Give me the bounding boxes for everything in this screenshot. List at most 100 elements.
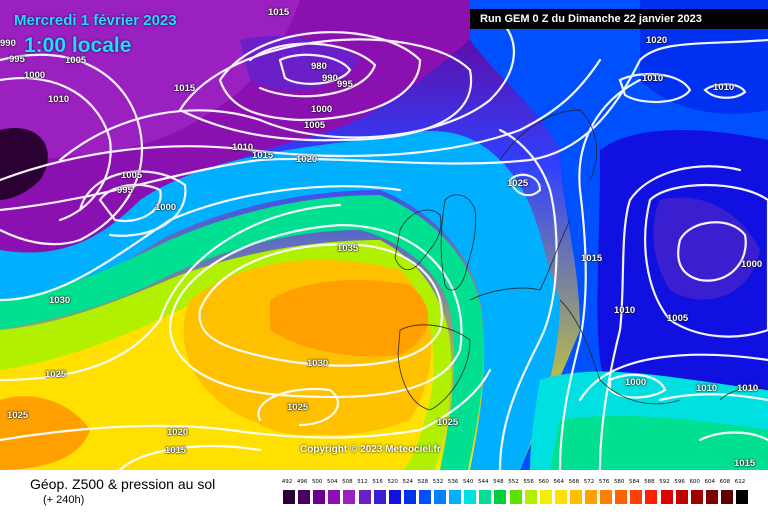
isobar-label: 1035 [337,243,359,254]
legend-swatch [524,490,538,504]
legend-swatch [554,490,568,504]
legend-tick-label: 512 [357,479,368,485]
legend-swatch [328,490,342,504]
legend-swatch [660,490,674,504]
legend-tick-label: 608 [719,479,731,485]
isobar-label: 1005 [667,313,689,324]
isobar-label: 1005 [65,55,87,66]
legend-tick-label: 596 [674,479,685,485]
legend-swatch [509,490,523,504]
isobar-label: 1010 [737,383,759,394]
legend-swatch [418,490,432,504]
legend-swatch [298,490,312,504]
geopotential-field [0,0,768,470]
isobar-label: 1005 [304,120,326,131]
copyright-text: Copyright © 2023 Meteociel.fr [300,444,441,455]
legend-tick-label: 556 [523,479,534,485]
isobar-label: 1025 [507,178,529,189]
legend-swatch [343,490,357,504]
forecast-date: Mercredi 1 février 2023 [14,12,177,29]
legend-tick-label: 588 [644,479,655,485]
legend-tick-label: 564 [553,479,565,485]
isobar-label: 1025 [7,410,29,421]
isobar-label: 1015 [268,7,290,18]
isobar-label: 1020 [167,427,189,438]
legend-swatch [494,490,508,504]
isobar-label: 1030 [49,295,71,306]
isobar-label: 990 [0,38,16,49]
legend-swatch [539,490,553,504]
legend-tick-label: 540 [462,479,474,485]
legend-tick-label: 508 [342,479,353,485]
legend-swatch [569,490,583,504]
isobar-label: 1015 [581,253,603,264]
isobar-label: 995 [117,185,133,196]
isobar-label: 1025 [437,417,459,428]
legend-tick-label: 500 [311,479,323,485]
legend-tick-label: 536 [447,479,459,485]
forecast-lead-time: (+ 240h) [43,494,85,506]
legend-tick-label: 496 [296,479,308,485]
legend-tick-label: 592 [659,479,670,485]
isobar-label: 1000 [155,202,177,213]
isobar-label: 1010 [713,82,735,93]
isobar-label: 1010 [614,305,636,316]
legend-swatch [690,490,704,504]
legend-tick-label: 580 [613,479,625,485]
isobar-label: 1000 [311,104,333,115]
legend-tick-label: 568 [568,479,580,485]
legend-tick-label: 572 [583,479,595,485]
legend-tick-label: 576 [598,479,610,485]
isobar-label: 990 [322,73,338,84]
legend-swatch [630,490,644,504]
legend-swatch [720,490,734,504]
isobar-label: 1015 [252,150,274,161]
legend-swatch [585,490,598,504]
legend-tick-label: 612 [734,479,746,485]
legend-tick-label: 604 [704,479,716,485]
legend-swatch [434,490,447,504]
isobar-label: 1010 [48,94,70,105]
isobar-label: 1000 [24,70,46,81]
isobar-label: 995 [9,54,25,65]
legend-swatch [388,490,402,504]
legend-swatch [705,490,719,504]
product-title: Géop. Z500 & pression au sol [30,476,216,492]
legend-tick-label: 528 [417,479,429,485]
legend-tick-label: 492 [281,479,293,485]
legend-tick-label: 600 [689,479,700,485]
legend-swatch [373,490,387,504]
legend-tick-label: 552 [508,479,519,485]
isobar-label: 1010 [642,73,664,84]
legend-swatch [464,490,478,504]
legend-swatch [283,490,296,504]
isobar-label: 1000 [741,259,763,270]
legend-swatch [449,490,463,504]
legend-swatch [403,490,417,504]
legend-swatch [479,490,493,504]
model-run-label: Run GEM 0 Z du Dimanche 22 janvier 2023 [470,9,768,29]
legend-tick-label: 532 [432,479,444,485]
isobar-label: 1020 [646,35,668,46]
legend-swatch [600,490,614,504]
legend-tick-label: 520 [387,479,398,485]
isobar-label: 1015 [174,83,196,94]
legend-swatch [645,490,659,504]
map-footer: Géop. Z500 & pression au sol (+ 240h) 49… [0,470,768,512]
weather-map: Mercredi 1 février 2023 1:00 locale Run … [0,0,768,470]
isobar-label: 995 [337,79,353,90]
legend-tick-label: 504 [327,479,338,485]
legend-tick-label: 516 [372,479,383,485]
isobar-label: 1030 [307,358,329,369]
legend-swatch [736,490,749,504]
isobar-label: 1020 [296,154,318,165]
legend-tick-label: 524 [402,479,414,485]
forecast-local-time: 1:00 locale [24,34,132,57]
legend-swatch [313,490,327,504]
legend-swatch [615,490,629,504]
isobar-label: 1005 [121,170,143,181]
isobar-label: 1015 [734,458,756,469]
isobar-label: 1015 [165,445,187,456]
legend-tick-label: 584 [629,479,640,485]
legend-tick-label: 548 [493,479,504,485]
